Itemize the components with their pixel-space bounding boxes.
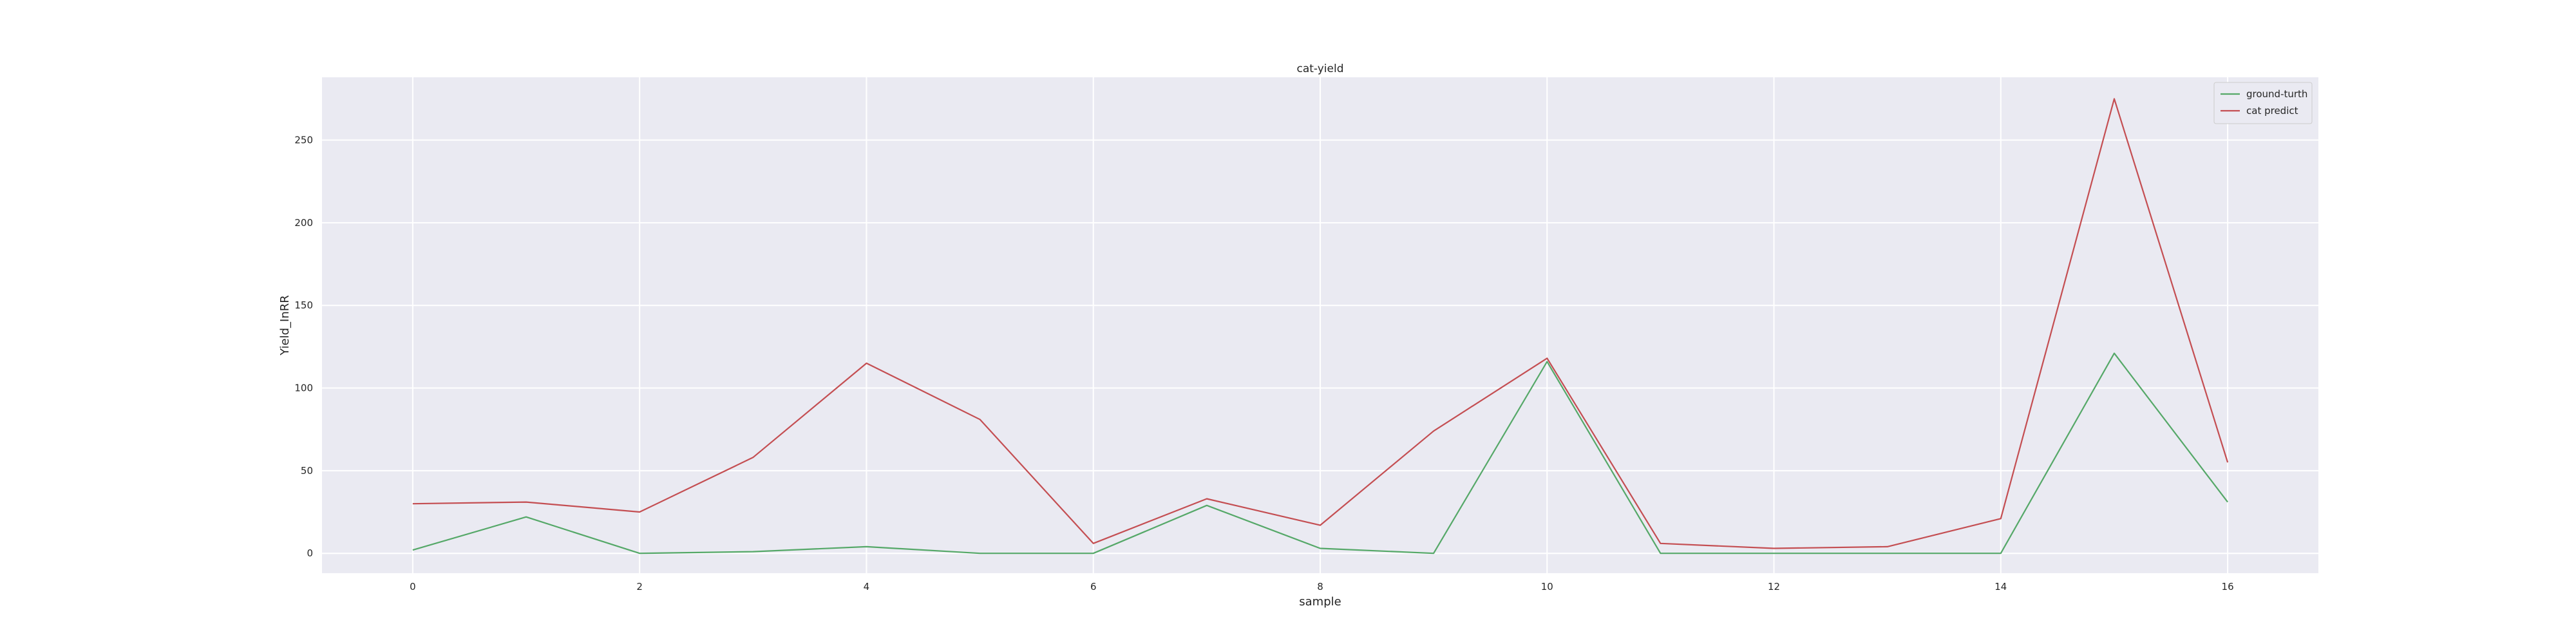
tick-labels: 0 50 100 150 200 250 0 2 4 6 8 10 12 14 16 bbox=[294, 135, 2233, 592]
y-axis-label: Yield_InRR bbox=[278, 295, 292, 356]
x-tick-label: 6 bbox=[1090, 581, 1097, 592]
legend-label: cat predict bbox=[2246, 105, 2298, 117]
x-tick-label: 0 bbox=[410, 581, 416, 592]
series-line-2 bbox=[412, 98, 2229, 549]
x-axis-label: sample bbox=[1299, 595, 1341, 609]
y-tick-label: 200 bbox=[294, 217, 313, 229]
y-tick-label: 100 bbox=[294, 383, 313, 394]
y-tick-label: 0 bbox=[307, 547, 313, 559]
y-tick-label: 50 bbox=[301, 465, 313, 477]
legend: ground-turth cat predict bbox=[2213, 82, 2313, 124]
x-tick-label: 2 bbox=[636, 581, 643, 592]
legend-box bbox=[2213, 82, 2313, 124]
y-tick-label: 150 bbox=[294, 299, 313, 311]
grid-lines bbox=[322, 77, 2318, 573]
series-line-1 bbox=[412, 352, 2228, 554]
x-tick-label: 16 bbox=[2222, 581, 2234, 592]
legend-label: ground-turth bbox=[2246, 88, 2307, 100]
chart-title: cat-yield bbox=[1296, 62, 1343, 75]
x-tick-label: 14 bbox=[1994, 581, 2007, 592]
x-tick-label: 4 bbox=[864, 581, 870, 592]
y-tick-label: 250 bbox=[294, 135, 313, 146]
series-layer bbox=[412, 98, 2229, 554]
x-tick-label: 12 bbox=[1768, 581, 1780, 592]
x-tick-label: 10 bbox=[1541, 581, 1553, 592]
x-tick-label: 8 bbox=[1317, 581, 1323, 592]
